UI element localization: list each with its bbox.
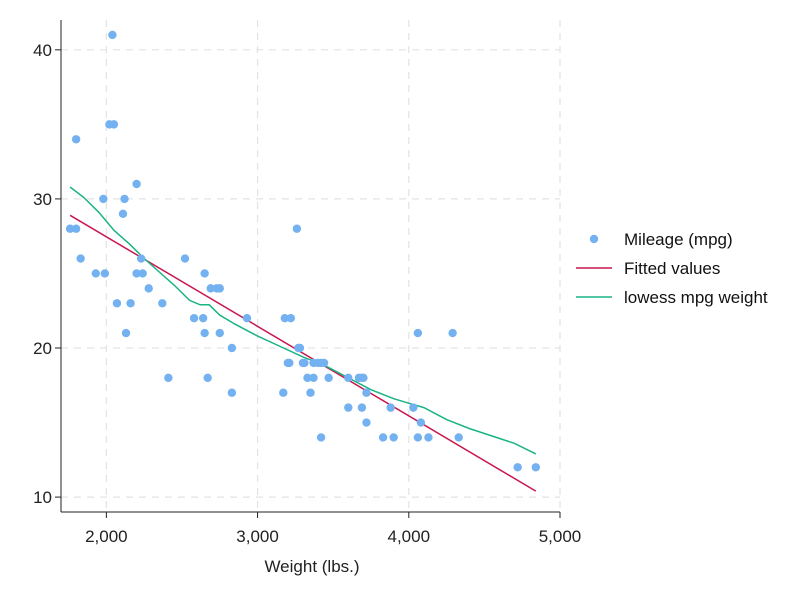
scatter-point [409,403,418,412]
scatter-point [319,358,329,368]
scatter-point [215,328,224,338]
scatter-point [280,313,289,323]
scatter-point [424,433,433,442]
scatter-point [242,313,252,323]
scatter-point [121,328,131,338]
scatter-point [99,194,108,204]
x-tick-label: 5,000 [539,527,582,546]
scatter-point [215,284,224,293]
legend-label: Fitted values [624,259,720,278]
scatter-point [378,433,388,442]
scatter-point [227,388,237,397]
scatter-point [144,284,153,293]
scatter-point [300,358,309,368]
legend-label: lowess mpg weight [624,288,768,307]
scatter-point [132,179,141,189]
x-tick-label: 3,000 [236,527,279,546]
scatter-point [448,328,457,338]
y-tick-label: 10 [33,488,52,507]
scatter-point [413,328,423,338]
scatter-point [91,269,100,278]
scatter-point [227,343,237,353]
scatter-point [200,269,209,278]
scatter-point [357,403,367,412]
scatter-point [389,433,398,442]
legend-label: Mileage (mpg) [624,230,733,249]
legend-marker-scatter [589,234,599,244]
scatter-point [71,224,81,233]
scatter-point [138,269,147,278]
x-tick-label: 2,000 [85,527,128,546]
x-tick-label: 4,000 [388,527,431,546]
scatter-point [344,373,353,383]
scatter-point [65,224,75,233]
scatter-point [198,313,208,323]
scatter-point [309,373,318,383]
scatter-point [109,120,119,129]
scatter-point [413,433,423,442]
scatter-point [324,373,333,383]
scatter-point [200,328,209,338]
scatter-point [132,269,141,278]
scatter-point [285,358,294,368]
scatter-point [120,194,129,204]
scatter-point [112,299,122,308]
scatter-point [292,224,302,233]
scatter-point [118,209,128,219]
series-layer [65,30,541,492]
scatter-point [531,463,541,472]
scatter-point [359,373,368,383]
y-tick-label: 30 [33,190,52,209]
scatter-point [126,299,135,308]
scatter-point [303,373,312,383]
x-axis-title: Weight (lbs.) [264,557,359,576]
scatter-point [386,403,395,412]
scatter-point [295,343,305,353]
scatter-point [71,135,81,144]
grid-layer [61,20,561,512]
scatter-point [306,388,315,397]
scatter-point [158,299,167,308]
scatter-point [100,269,110,278]
scatter-point [279,388,288,397]
lowess-line [69,186,537,455]
scatter-point [316,433,326,442]
scatter-point [513,463,522,472]
scatter-point [180,254,190,263]
scatter-point [136,254,146,263]
scatter-point [164,373,173,383]
scatter-point [76,254,85,263]
scatter-point [362,388,371,397]
scatter-point [416,418,426,427]
legend: Mileage (mpg) Fitted values lowess mpg wei… [576,230,768,307]
y-tick-label: 40 [33,41,52,60]
scatter-point [362,418,371,427]
scatter-point [108,30,117,40]
scatter-point [203,373,212,383]
y-tick-label: 20 [33,339,52,358]
scatter-point [454,433,463,442]
scatter-point [344,403,353,412]
scatter-point [189,313,199,323]
axes-layer: 10 20 30 40 2,000 3,000 4,000 5,000 [33,20,581,546]
scatter-point [286,313,296,323]
scatter-point [206,284,215,293]
